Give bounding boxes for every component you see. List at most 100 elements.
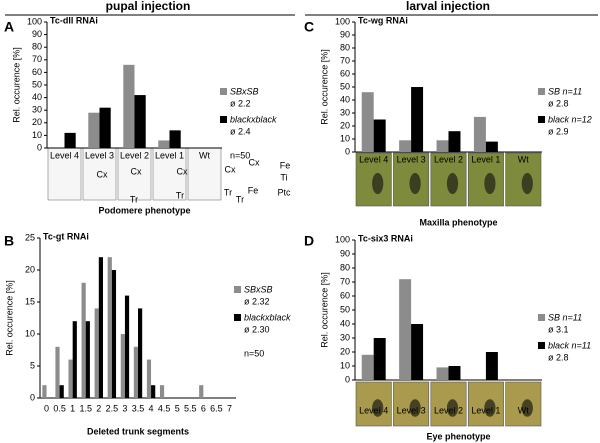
y-tick-label: 80 [32, 42, 42, 52]
legend-stat: ø 3.1 [548, 324, 569, 334]
y-tick-label: 30 [340, 107, 350, 117]
y-tick-label: 20 [340, 120, 350, 130]
bar [411, 324, 424, 380]
bar [42, 385, 47, 398]
legend-swatch [220, 88, 227, 95]
bar [146, 359, 152, 398]
x-tick-label: 4.5 [158, 403, 171, 413]
image-label: Fe [280, 160, 291, 170]
sample-size: n=50 [230, 150, 250, 160]
bar [199, 385, 204, 398]
bar [448, 131, 461, 152]
y-axis-title: Rel. occurence [%] [4, 280, 14, 356]
image-label: Cx [177, 166, 188, 176]
x-tick-label: 4 [149, 403, 154, 413]
x-tick-label: Level 1 [471, 154, 500, 164]
y-tick-label: 0 [30, 392, 35, 402]
legend-label: SBxSB [244, 284, 273, 294]
bar [436, 140, 449, 152]
bar [124, 295, 130, 398]
bar [411, 87, 424, 152]
legend-swatch [538, 116, 545, 123]
bar [436, 367, 449, 380]
y-tick-label: 100 [335, 234, 350, 244]
bar [107, 257, 112, 398]
bar [485, 141, 498, 152]
y-tick-label: 70 [340, 276, 350, 286]
x-tick-label: 3 [122, 403, 127, 413]
image-detail [521, 399, 533, 417]
image-label: Cx [97, 169, 108, 179]
y-tick-label: 50 [340, 304, 350, 314]
phenotype-image [47, 147, 82, 201]
x-tick-label: Wt [199, 150, 210, 160]
bar [68, 359, 73, 398]
legend-stat: ø 2.8 [548, 352, 569, 362]
y-tick-label: 90 [340, 29, 350, 39]
legend-swatch [234, 286, 241, 293]
image-detail [521, 172, 533, 195]
bar [399, 279, 412, 380]
bar [59, 385, 64, 398]
bar [373, 119, 386, 152]
bar [133, 346, 138, 398]
y-tick-label: 60 [340, 68, 350, 78]
y-tick-label: 90 [340, 248, 350, 258]
image-label: Tr [130, 194, 138, 204]
y-tick-label: 40 [32, 92, 42, 102]
legend-swatch [538, 314, 545, 321]
bar [55, 346, 60, 398]
legend-label: SB n=11 [548, 86, 582, 96]
y-tick-label: 50 [32, 79, 42, 89]
x-tick-label: Level 4 [359, 405, 388, 415]
legend-stat: ø 2.32 [244, 296, 270, 306]
y-tick-label: 0 [37, 142, 42, 152]
y-tick-label: 30 [32, 105, 42, 115]
image-label: Cx [225, 164, 236, 174]
bar [399, 140, 412, 152]
image-detail [409, 399, 421, 417]
x-tick-label: 3.5 [132, 403, 145, 413]
y-tick-label: 10 [340, 133, 350, 143]
image-label: Ptc [277, 187, 291, 197]
bar [81, 282, 86, 398]
y-tick-label: 0 [345, 146, 350, 156]
x-tick-label: 2 [96, 403, 101, 413]
x-tick-label: 0.5 [53, 403, 66, 413]
y-tick-label: 40 [340, 318, 350, 328]
sample-size: n=50 [244, 348, 264, 358]
panel-letter: D [304, 233, 314, 249]
y-tick-label: 70 [340, 55, 350, 65]
y-tick-label: 5 [30, 360, 35, 370]
y-tick-label: 80 [340, 42, 350, 52]
y-axis-title: Rel. occurence [%] [319, 272, 329, 348]
x-tick-label: 6.5 [210, 403, 223, 413]
x-tick-label: Level 2 [434, 154, 463, 164]
phenotype-image [187, 147, 222, 201]
y-tick-label: 15 [25, 296, 35, 306]
x-axis-title: Eye phenotype [426, 431, 490, 441]
x-tick-label: Wt [518, 154, 529, 164]
y-tick-label: 60 [32, 67, 42, 77]
bar [64, 132, 76, 148]
bar [169, 130, 181, 148]
y-tick-label: 100 [335, 16, 350, 26]
x-tick-label: Level 1 [155, 150, 184, 160]
panel-letter: B [4, 233, 14, 249]
x-tick-label: 5 [175, 403, 180, 413]
x-tick-label: 1 [70, 403, 75, 413]
y-axis-title: Rel. occurence [%] [11, 47, 21, 123]
image-detail [446, 399, 459, 417]
image-label: Tr [236, 194, 244, 204]
phenotype-image [152, 147, 187, 201]
header: larval injection [406, 0, 490, 13]
x-axis-title: Maxilla phenotype [419, 217, 497, 227]
bar [361, 354, 374, 380]
image-detail [372, 172, 384, 195]
legend-swatch [234, 314, 241, 321]
x-tick-label: Level 3 [397, 405, 426, 415]
bar [151, 385, 156, 398]
bar [98, 257, 103, 398]
legend-label: black n=11 [548, 340, 591, 350]
y-tick-label: 40 [340, 94, 350, 104]
